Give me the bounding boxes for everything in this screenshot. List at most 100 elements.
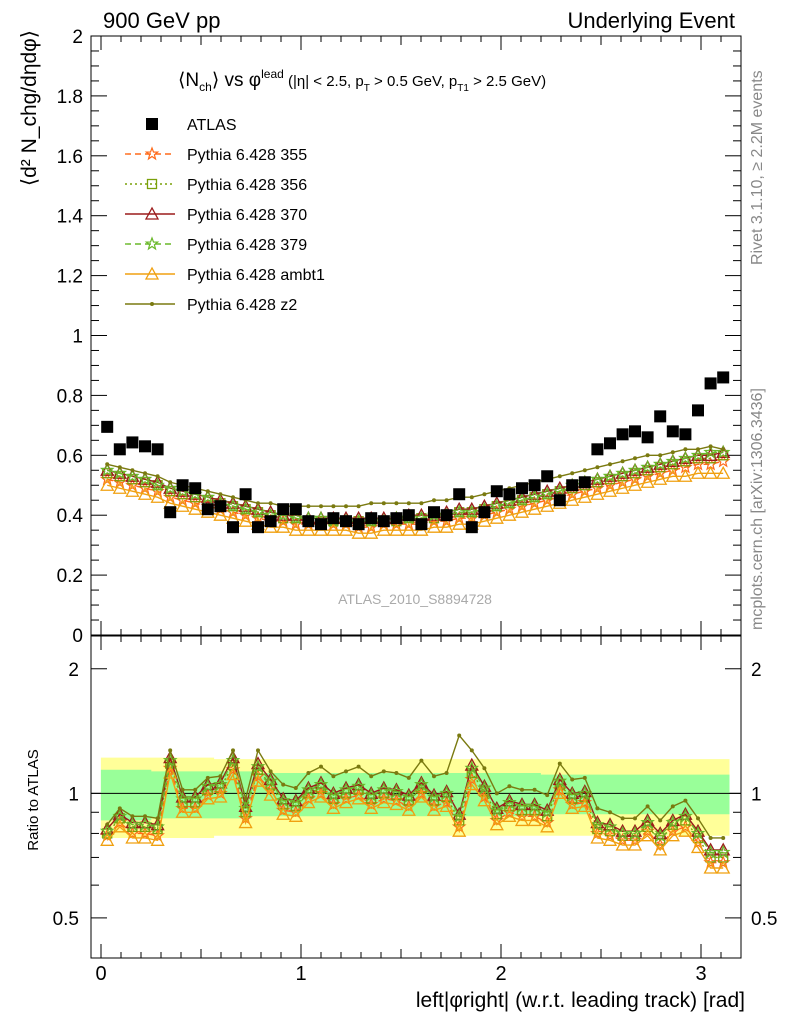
ratio-point	[150, 819, 165, 834]
series-point	[570, 471, 575, 476]
ratio-point	[444, 770, 449, 775]
series-point	[288, 510, 304, 525]
atlas-point	[503, 488, 516, 501]
ratio-point	[557, 761, 562, 766]
atlas-point	[164, 506, 177, 519]
ratio-point	[281, 782, 286, 787]
ratio-point	[570, 777, 575, 782]
series-point	[527, 501, 542, 515]
ratio-point	[457, 733, 462, 738]
series-point	[703, 465, 718, 479]
ratio-point	[162, 752, 178, 767]
ratio-point	[507, 784, 512, 789]
ratio-point	[143, 814, 147, 819]
series-point	[540, 498, 555, 512]
ratio-point	[293, 786, 298, 791]
ratio-point	[640, 828, 655, 842]
series-point	[376, 522, 391, 536]
legend-item: Pythia 6.428 379	[125, 236, 307, 254]
ratio-point	[703, 844, 718, 859]
ratio-point	[615, 825, 630, 840]
ratio-point	[545, 793, 550, 798]
series-point	[690, 465, 706, 479]
ratio-point	[125, 817, 140, 831]
series-point	[577, 489, 592, 503]
series-point	[595, 465, 600, 470]
series-point	[502, 507, 517, 521]
ratio-point	[313, 789, 329, 803]
legend-item: ATLAS	[146, 117, 237, 134]
ratio-point	[351, 791, 366, 805]
series-point	[150, 489, 165, 503]
ratio-point	[439, 785, 454, 800]
series-point	[150, 477, 165, 492]
series-point	[640, 474, 655, 488]
ratio-point	[243, 796, 248, 801]
ratio-point	[137, 830, 153, 844]
series-point	[231, 495, 235, 500]
legend-marker	[144, 146, 160, 161]
ratio-point	[590, 830, 605, 844]
ratio-point	[520, 787, 524, 792]
atlas-point	[252, 521, 264, 534]
ratio-point	[494, 791, 499, 796]
ratio-series-line	[106, 734, 724, 839]
ratio-point	[364, 800, 379, 814]
ratio-point	[577, 785, 593, 800]
ratio-point	[188, 804, 203, 818]
series-point	[137, 471, 153, 486]
series-point	[168, 480, 173, 485]
series-point	[225, 498, 241, 513]
ratio-point	[452, 823, 467, 837]
series-point	[100, 477, 115, 491]
ratio-point	[419, 758, 424, 763]
ratio-plot-frame	[90, 635, 742, 959]
atlas-point	[692, 404, 704, 417]
ratio-point	[595, 806, 600, 811]
series-point	[268, 501, 273, 506]
series-point	[690, 447, 706, 461]
series-point	[444, 498, 449, 503]
atlas-point	[679, 428, 692, 441]
series-point	[326, 522, 341, 536]
series-point	[590, 471, 605, 485]
legend-label: Pythia 6.428 ambt1	[187, 267, 325, 284]
series-point	[364, 525, 379, 539]
x-axis-title: left|φright| (w.r.t. leading track) [rad…	[416, 989, 745, 1012]
y-tick-label: 1.8	[57, 87, 83, 108]
series-point	[539, 486, 555, 501]
ratio-point	[301, 782, 316, 796]
series-point	[716, 444, 731, 458]
atlas-point	[629, 425, 641, 438]
ratio-series-5	[105, 733, 726, 840]
ratio-point	[376, 782, 392, 796]
ratio-point	[168, 748, 173, 753]
series-point	[439, 519, 454, 533]
chart-title: ⟨Nch⟩ vs φlead (|η| < 2.5, pT > 0.5 GeV,…	[178, 67, 546, 94]
series-point	[627, 462, 643, 477]
series-point	[582, 468, 587, 473]
ratio-point	[200, 791, 215, 805]
series-point	[351, 525, 366, 539]
series-point	[105, 462, 110, 467]
ratio-point	[256, 748, 260, 753]
ratio-series-line	[106, 772, 724, 869]
ratio-point	[502, 808, 517, 822]
series-point	[112, 480, 127, 494]
x-tick-label: 0	[95, 963, 106, 985]
series-point	[557, 474, 562, 479]
atlas-point	[654, 410, 667, 423]
ratio-point	[514, 813, 530, 827]
header-right: Underlying Event	[567, 8, 735, 33]
legend-label: Pythia 6.428 356	[187, 177, 307, 194]
ratio-y-tick-label: 1	[68, 784, 79, 805]
ratio-point	[200, 778, 216, 793]
ratio-point	[552, 785, 567, 799]
series-point	[419, 501, 424, 506]
legend-marker	[144, 236, 160, 251]
series-point	[99, 462, 115, 477]
series-point	[394, 501, 399, 506]
ratio-point	[665, 828, 680, 842]
series-point	[615, 465, 630, 480]
series-point	[130, 468, 135, 473]
